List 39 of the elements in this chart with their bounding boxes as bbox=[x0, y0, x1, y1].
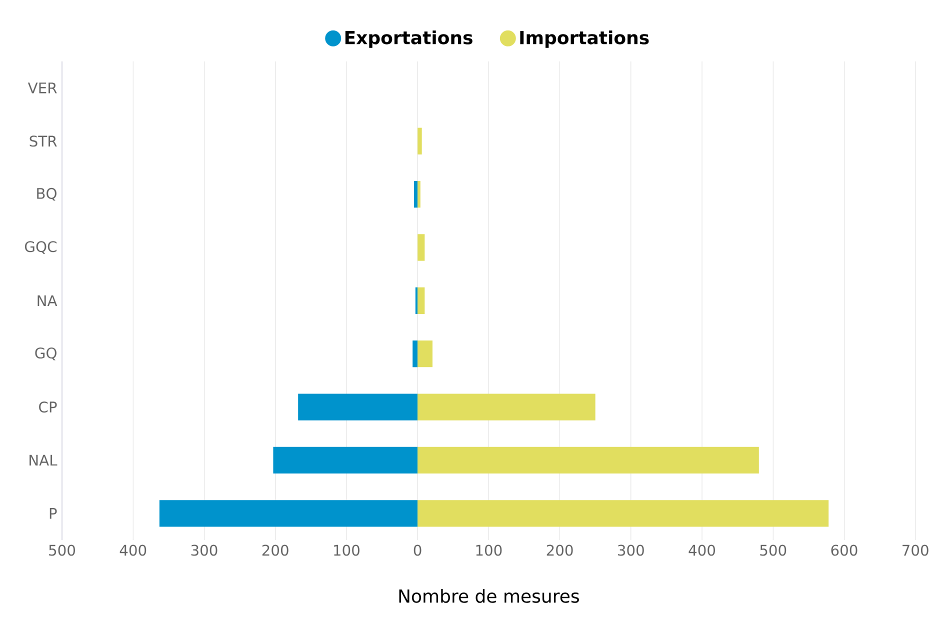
x-tick-label: 100 bbox=[334, 544, 360, 556]
bar bbox=[418, 128, 422, 155]
bar bbox=[412, 340, 418, 368]
bar bbox=[418, 394, 596, 421]
bar bbox=[298, 394, 418, 421]
y-tick-label: GQ bbox=[35, 348, 56, 360]
x-tick-label: 400 bbox=[120, 544, 146, 556]
bar bbox=[418, 288, 425, 314]
y-tick-label: P bbox=[50, 508, 57, 519]
y-tick-label: NA bbox=[38, 295, 58, 306]
bar bbox=[418, 234, 425, 261]
bar bbox=[273, 447, 418, 474]
y-tick-label: CP bbox=[39, 402, 57, 413]
x-tick-label: 0 bbox=[414, 544, 422, 556]
x-tick-label: 500 bbox=[760, 544, 786, 556]
x-tick-label: 600 bbox=[831, 544, 858, 556]
x-tick-label: 200 bbox=[546, 544, 573, 556]
bar bbox=[418, 181, 420, 208]
x-tick-label: 300 bbox=[191, 544, 218, 556]
bar bbox=[415, 288, 418, 314]
x-tick-label: 400 bbox=[688, 544, 716, 556]
y-tick-label: GQC bbox=[24, 241, 56, 254]
bar bbox=[418, 447, 759, 474]
x-tick-label: 300 bbox=[618, 544, 644, 556]
bar bbox=[414, 181, 418, 208]
bar bbox=[159, 500, 418, 527]
bar bbox=[418, 340, 432, 368]
legend-label: Exportations bbox=[345, 30, 472, 48]
x-tick-label: 500 bbox=[49, 544, 76, 556]
y-tick-label: STR bbox=[30, 136, 57, 147]
y-tick-label: NAL bbox=[30, 455, 58, 466]
legend-label: Importations bbox=[520, 30, 649, 48]
x-tick-label: 200 bbox=[262, 544, 288, 556]
x-tick-label: 100 bbox=[476, 544, 502, 556]
x-tick-label: 700 bbox=[902, 544, 928, 556]
y-tick-label: BQ bbox=[37, 188, 56, 201]
y-tick-label: VER bbox=[28, 82, 57, 94]
bar bbox=[418, 500, 829, 527]
x-axis-title: Nombre de mesures bbox=[399, 589, 579, 604]
